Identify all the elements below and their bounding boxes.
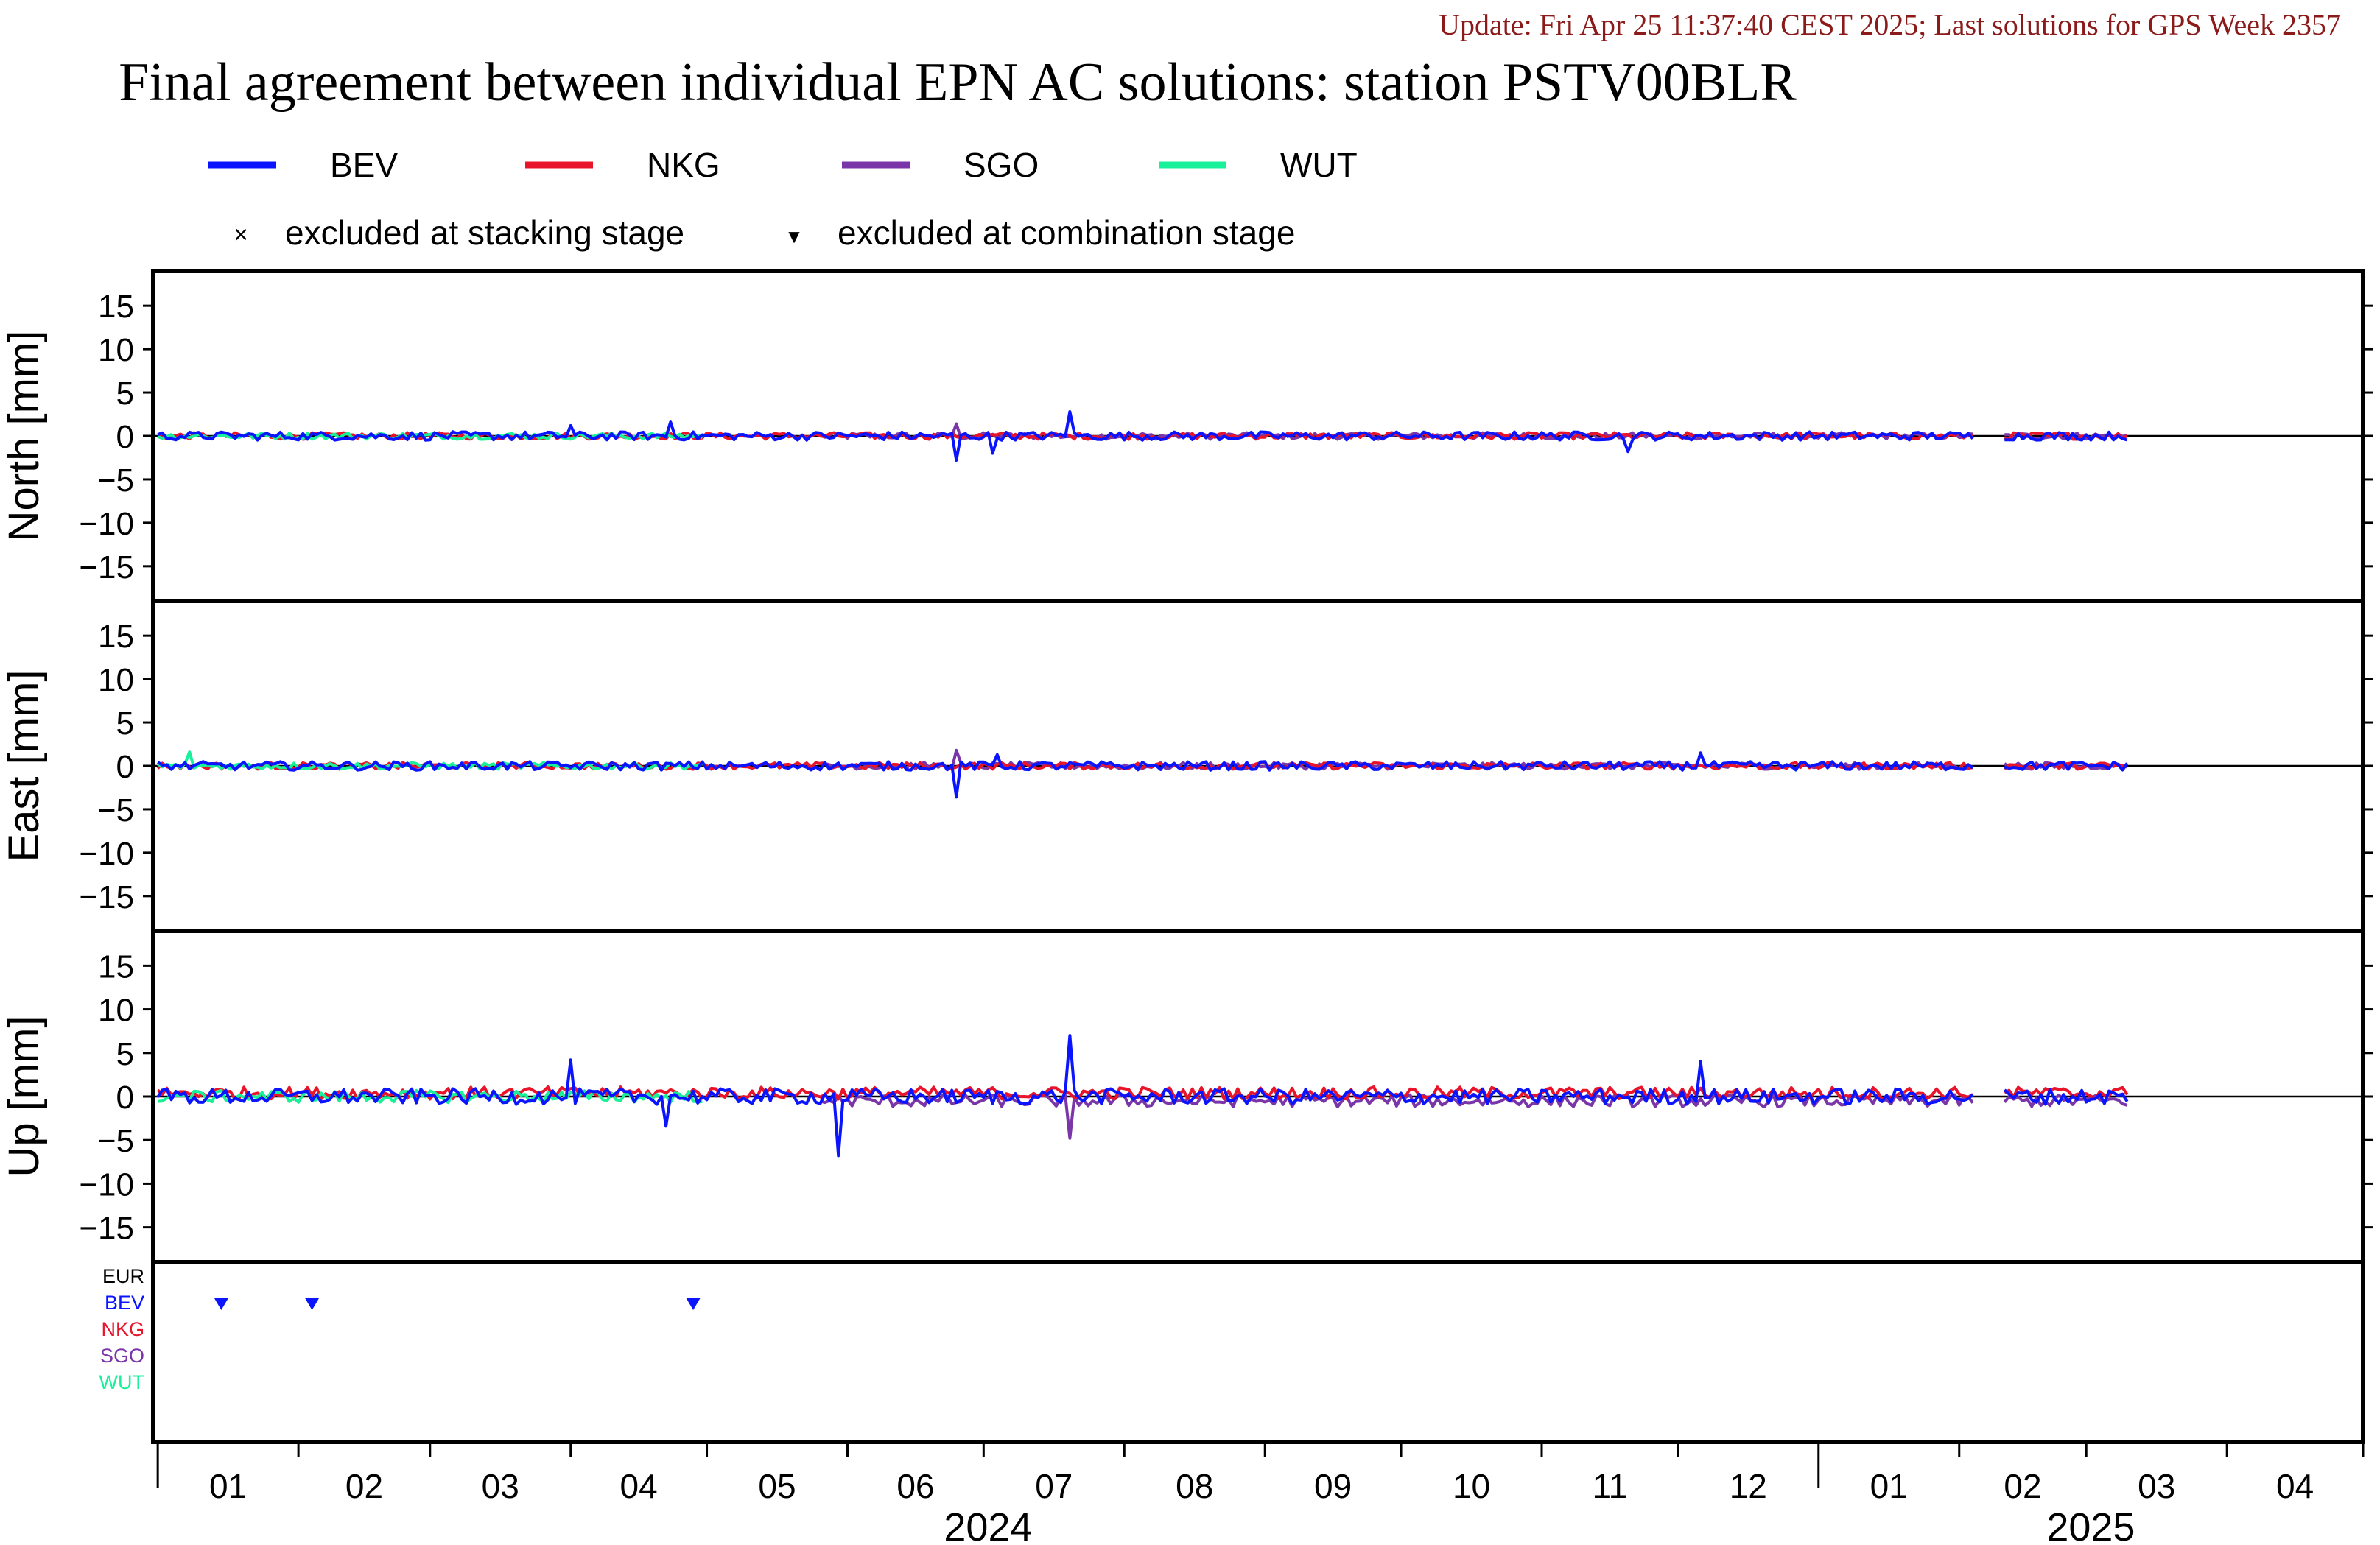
combination-exclusion-marker — [686, 1298, 701, 1310]
ytick-label: −5 — [97, 792, 134, 828]
legend-label-wut: WUT — [1280, 146, 1358, 184]
month-label: 06 — [896, 1467, 934, 1505]
ytick-label: 10 — [98, 993, 134, 1029]
exclusion-row-label-nkg: NKG — [101, 1318, 144, 1340]
year-label: 2024 — [944, 1505, 1032, 1545]
exclusion-row-label-bev: BEV — [105, 1292, 144, 1314]
panel-up: Up [mm] 15 10 5 0 −5 −10 −15 — [0, 929, 2373, 1264]
ytick-label: 15 — [98, 619, 134, 655]
series-line-bev — [157, 410, 1974, 462]
ylabel: North [mm] — [0, 331, 48, 542]
ytick-label: −15 — [79, 879, 134, 915]
ytick-label: −10 — [79, 506, 134, 542]
ylabel: East [mm] — [0, 669, 48, 862]
ytick-label: −15 — [79, 549, 134, 585]
month-label: 02 — [345, 1467, 383, 1505]
month-label: 05 — [758, 1467, 796, 1505]
combination-exclusion-marker — [214, 1298, 229, 1310]
month-label: 09 — [1314, 1467, 1352, 1505]
ytick-label: 10 — [98, 332, 134, 368]
series-line-bev — [2004, 430, 2128, 442]
panel-north: North [mm] 15 10 5 0 −5 −10 −15 — [0, 269, 2373, 603]
month-label: 03 — [482, 1467, 519, 1505]
ytick-label: −10 — [79, 836, 134, 872]
ytick-label: 5 — [116, 376, 134, 412]
x-axis: 01 02 03 04 05 06 07 08 09 10 11 12 01 02 03 04 2024 2025 — [156, 1442, 2365, 1545]
chart-title: Final agreement between individual EPN A… — [119, 52, 1797, 113]
ylabel: Up [mm] — [0, 1016, 48, 1177]
update-text: Update: Fri Apr 25 11:37:40 CEST 2025; L… — [1439, 8, 2341, 41]
series-line-bev — [2003, 1088, 2129, 1106]
month-label: 01 — [209, 1467, 247, 1505]
ytick-label: 5 — [116, 705, 134, 742]
month-label: 02 — [2004, 1467, 2041, 1505]
legend-item-bev: BEV — [208, 146, 398, 184]
series-line-bev — [2004, 760, 2129, 772]
legend-item-sgo: SGO — [842, 146, 1039, 184]
series-line-bev — [157, 751, 1974, 799]
exclusion-row-label-eur: EUR — [102, 1265, 144, 1287]
month-label: 01 — [1870, 1467, 1908, 1505]
panel-east: East [mm] 15 10 5 0 −5 −10 −15 — [0, 599, 2373, 933]
ytick-label: 0 — [116, 749, 134, 785]
ytick-label: 15 — [98, 949, 134, 985]
legend-marker-symbol-0: × — [234, 221, 248, 249]
ytick-label: −15 — [79, 1211, 134, 1247]
legend-marker-symbol-1: ▼ — [784, 225, 804, 247]
ytick-label: 15 — [98, 289, 134, 325]
legend-label-sgo: SGO — [963, 146, 1039, 184]
ytick-label: 5 — [116, 1036, 134, 1072]
legend-label-bev: BEV — [330, 146, 398, 184]
month-label: 11 — [1593, 1467, 1628, 1505]
month-label: 04 — [620, 1467, 658, 1505]
year-label: 2025 — [2046, 1505, 2135, 1545]
month-label: 03 — [2138, 1467, 2175, 1505]
exclusion-row-label-sgo: SGO — [100, 1345, 144, 1367]
legend-label-nkg: NKG — [647, 146, 720, 184]
series-line-wut — [158, 1088, 703, 1105]
ytick-label: 10 — [98, 662, 134, 698]
month-label: 08 — [1176, 1467, 1213, 1505]
panel-exclusions: EUR BEV NKG SGO WUT — [99, 1260, 2365, 1444]
legend-item-wut: WUT — [1159, 146, 1358, 184]
legend-marker-label-1: excluded at combination stage — [838, 214, 1295, 252]
legend: BEV NKG SGO WUT × excluded at stacking stage ▼… — [208, 146, 1358, 252]
month-label: 07 — [1035, 1467, 1073, 1505]
panels: North [mm] 15 10 5 0 −5 −10 −15 East [mm] 15 10 5 0 −… — [0, 269, 2373, 1444]
month-label: 04 — [2276, 1467, 2314, 1505]
legend-item-nkg: NKG — [525, 146, 720, 184]
ytick-label: 0 — [116, 1080, 134, 1116]
panel-frame — [151, 1260, 2365, 1444]
series-line-bev — [156, 1034, 1974, 1158]
ytick-label: −10 — [79, 1166, 134, 1203]
month-label: 12 — [1730, 1467, 1767, 1505]
month-label: 10 — [1453, 1467, 1490, 1505]
combination-exclusion-marker — [304, 1298, 320, 1310]
ytick-label: −5 — [97, 462, 134, 499]
ytick-label: 0 — [116, 419, 134, 455]
ytick-label: −5 — [97, 1123, 134, 1159]
legend-marker-label-0: excluded at stacking stage — [285, 214, 684, 252]
exclusion-row-label-wut: WUT — [99, 1371, 144, 1393]
